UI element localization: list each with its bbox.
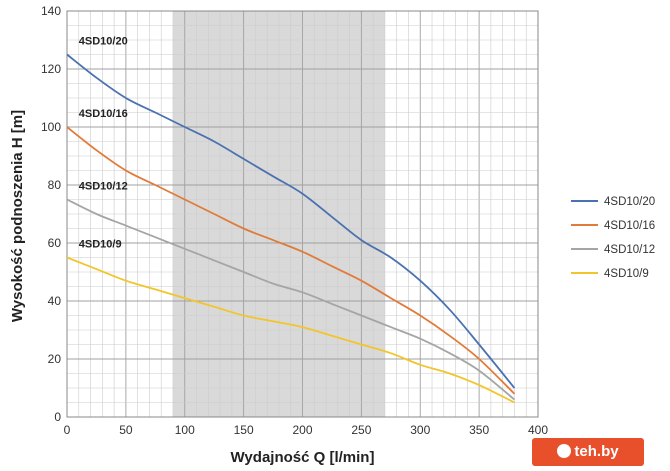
x-tick-label: 200	[292, 423, 312, 437]
grid	[66, 10, 539, 418]
y-tick-label: 80	[48, 178, 62, 192]
y-tick-label: 140	[41, 4, 61, 18]
y-tick-label: 0	[54, 410, 61, 424]
series-label: 4SD10/20	[79, 36, 128, 48]
y-tick-label: 120	[41, 62, 61, 76]
series-line-4SD10/16	[66, 126, 516, 395]
x-tick-label: 250	[351, 423, 371, 437]
legend-entry: 4SD10/12	[604, 244, 655, 256]
x-tick-label: 300	[410, 423, 430, 437]
series-label: 4SD10/9	[79, 239, 122, 251]
legend-entry: 4SD10/20	[604, 196, 655, 208]
x-tick-label: 50	[119, 423, 133, 437]
series-label: 4SD10/16	[79, 108, 128, 120]
series-labels: 4SD10/20 4SD10/16 4SD10/12 4SD10/9	[79, 36, 128, 251]
series-line-4SD10/12	[66, 198, 516, 401]
legend: 4SD10/20 4SD10/16 4SD10/12 4SD10/9	[571, 196, 655, 280]
axes: 0 50 100 150 200 250 300 350 400 0 20 40 60 80 100 120 1…	[41, 4, 548, 437]
y-tick-label: 100	[41, 120, 61, 134]
plot-border	[66, 10, 539, 418]
x-tick-label: 400	[528, 423, 548, 437]
series-line-4SD10/20	[66, 53, 516, 389]
x-tick-label: 100	[175, 423, 195, 437]
watermark-text: teh.by	[574, 443, 619, 460]
series-line-4SD10/9	[66, 256, 515, 404]
y-tick-label: 60	[48, 236, 62, 250]
x-tick-label: 150	[234, 423, 254, 437]
y-tick-label: 20	[48, 352, 62, 366]
x-tick-label: 350	[469, 423, 489, 437]
legend-entry: 4SD10/9	[604, 268, 649, 280]
series-lines	[66, 53, 516, 404]
x-tick-label: 0	[64, 423, 71, 437]
y-axis-title: Wysokość podnoszenia H [m]	[9, 110, 26, 322]
legend-entry: 4SD10/16	[604, 220, 655, 232]
series-label: 4SD10/12	[79, 181, 128, 193]
y-tick-label: 40	[48, 294, 62, 308]
logo-icon	[557, 444, 572, 458]
watermark-badge: teh.by	[532, 438, 644, 466]
x-axis-title: Wydajność Q [l/min]	[231, 449, 375, 466]
